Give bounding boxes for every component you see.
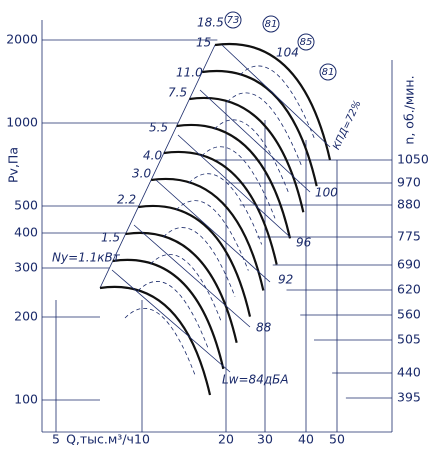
fan-curve: [163, 150, 278, 265]
efficiency-curve: [137, 281, 209, 350]
y-tick-label: 1000: [6, 115, 38, 130]
x-tick-label: 10: [134, 432, 150, 447]
efficiency-circle: [224, 11, 242, 29]
y-tick-label: 200: [14, 309, 38, 324]
y-tick-label: 300: [14, 260, 38, 275]
x-tick-label: 40: [298, 432, 314, 447]
efficiency-circle: [319, 63, 337, 81]
ray: [177, 134, 291, 238]
n-tick-label: 880: [397, 197, 421, 212]
efficiency-label: 81: [265, 19, 278, 30]
ray: [221, 44, 331, 148]
n-tick-label: 620: [397, 282, 421, 297]
y-axis-label: Pv,Па: [6, 147, 21, 183]
efficiency-curve: [150, 254, 223, 323]
fan-curve: [125, 231, 238, 344]
power-label: 4.0: [143, 149, 162, 163]
n-tick-label: 970: [397, 175, 421, 190]
noise-label: 96: [296, 236, 312, 250]
x-tick-label: 5: [52, 432, 60, 447]
efficiency-curve: [188, 173, 263, 245]
x-axis-label: Q,тыс.м³/ч: [66, 432, 134, 447]
fan-curve: [176, 123, 292, 239]
fan-curve: [99, 285, 212, 396]
efficiency-curve: [175, 200, 249, 271]
x-tick-label: 50: [329, 432, 345, 447]
noise-label: 104: [276, 46, 299, 60]
efficiency-curve: [201, 146, 276, 219]
n-tick-label: 395: [397, 390, 421, 405]
noise-label: Lw=84дБА: [222, 373, 289, 387]
fan-curve: [202, 69, 318, 187]
power-label: 11.0: [176, 66, 203, 80]
fan-curve: [214, 42, 332, 161]
power-label: 1.5: [101, 231, 120, 245]
noise-label: 88: [256, 321, 272, 335]
y-tick-label: 400: [14, 225, 38, 240]
curves: [99, 42, 332, 396]
ray: [133, 224, 251, 328]
efficiency-label: 85: [300, 37, 313, 48]
efficiency-curve: [239, 65, 316, 141]
efficiency-curve: [124, 308, 196, 376]
efficiency-circle: [262, 15, 280, 33]
efficiency-label: 73: [227, 15, 240, 26]
n-tick-label: 440: [397, 365, 421, 380]
efficiency-curve: [214, 119, 289, 193]
ray: [199, 89, 311, 193]
power-label: 3.0: [132, 167, 151, 181]
grid: [41, 20, 393, 433]
power-label: 5.5: [149, 121, 168, 135]
power-label: 18.5: [197, 16, 224, 30]
efficiency-curve: [226, 92, 303, 167]
efficiency-label: КПД=72%: [331, 99, 363, 152]
efficiency-label: 81: [322, 67, 335, 78]
ray: [155, 179, 271, 283]
n-tick-label: 505: [397, 332, 421, 347]
n-tick-label: 775: [397, 229, 421, 244]
efficiency-circle: [297, 33, 315, 51]
x-tick-label: 30: [257, 432, 273, 447]
ray: [111, 269, 231, 373]
n-tick-label: 560: [397, 307, 421, 322]
y-tick-label: 2000: [6, 32, 38, 47]
noise-label: 92: [278, 273, 293, 287]
fan-curve: [189, 96, 305, 213]
x-tick-label: 20: [218, 432, 234, 447]
y-tick-label: 500: [14, 198, 38, 213]
efficiency-curve: [163, 227, 236, 297]
power-label: Ny=1.1кВт: [52, 251, 121, 265]
n-tick-label: 690: [397, 257, 421, 272]
fan-curve: [138, 204, 252, 317]
fan-curve: [150, 177, 265, 291]
fan-curve: [112, 258, 225, 370]
y-tick-label: 100: [14, 392, 38, 407]
power-label: 7.5: [168, 86, 187, 100]
n-tick-label: 1050: [397, 152, 429, 167]
n-axis-label: n, об./мин.: [402, 75, 417, 144]
power-label: 15: [196, 36, 211, 50]
noise-label: 100: [315, 186, 338, 200]
power-label: 2.2: [117, 193, 136, 207]
